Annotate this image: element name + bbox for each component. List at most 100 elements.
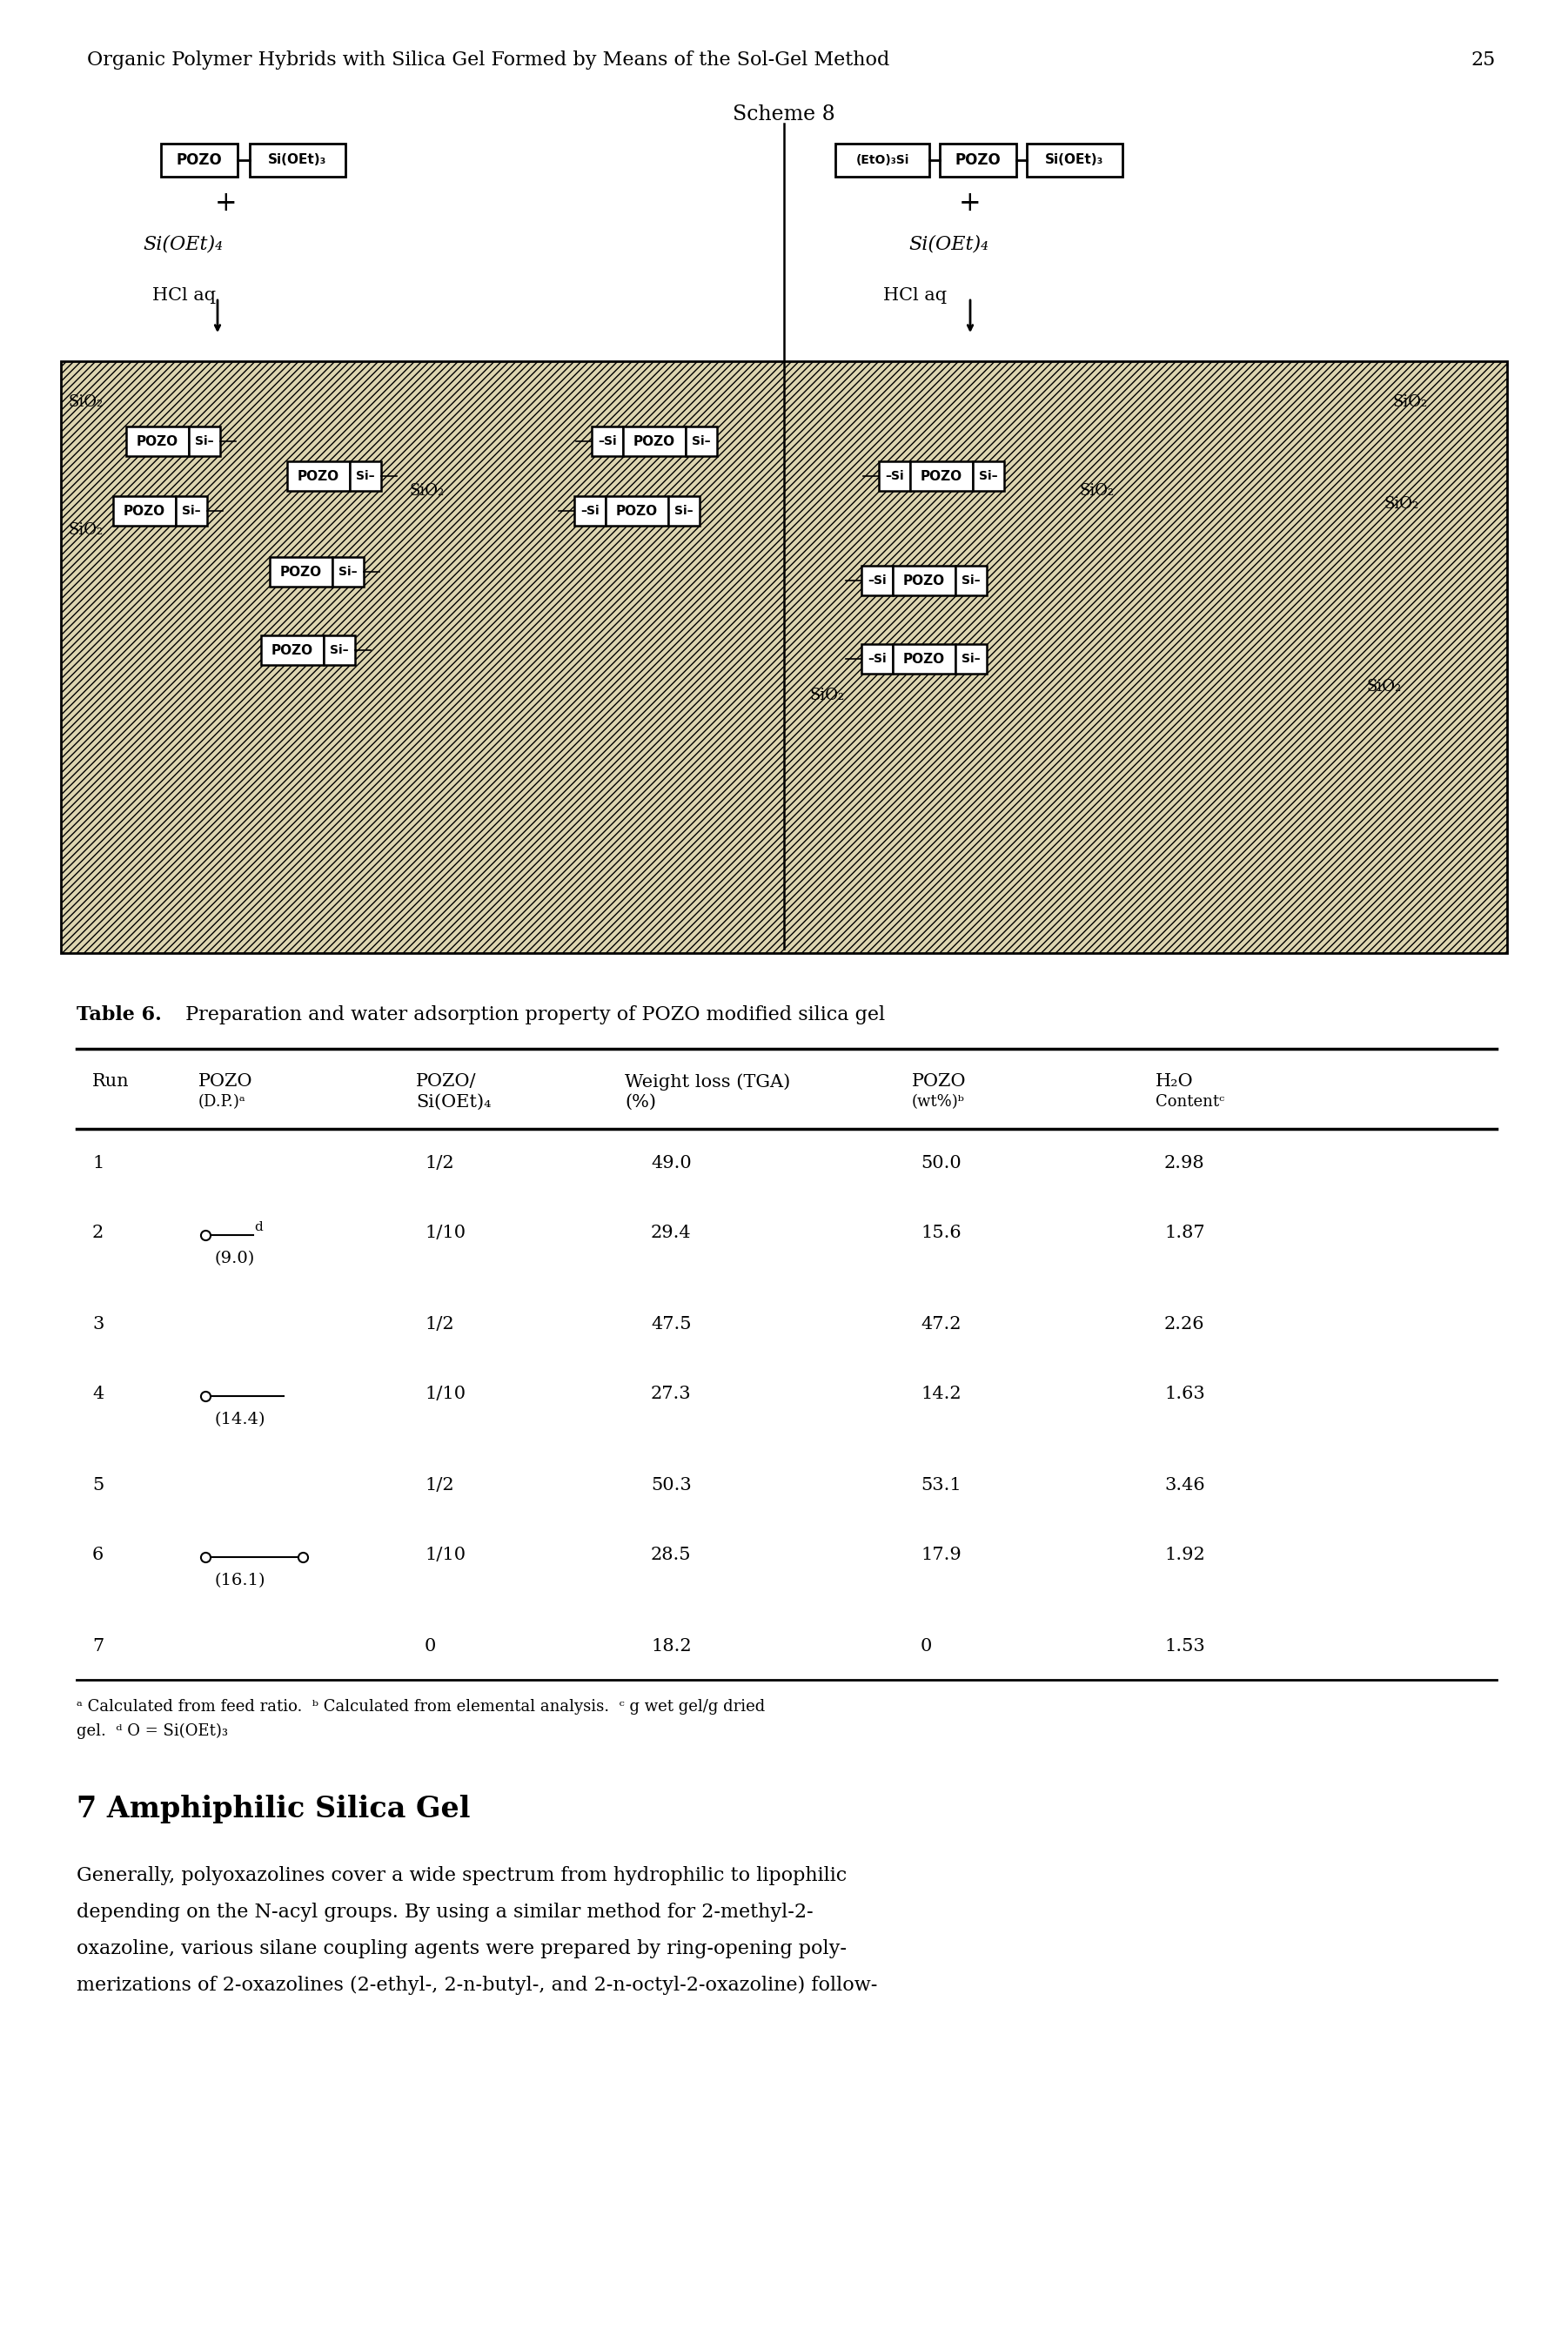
Text: Si–: Si– [978, 470, 997, 482]
Bar [270, 557, 332, 588]
Bar [188, 425, 220, 456]
Bar [622, 425, 685, 456]
Text: 0: 0 [425, 1638, 436, 1654]
Text: Si(OEt)₄: Si(OEt)₄ [143, 235, 223, 254]
Text: +: + [215, 190, 237, 216]
Text: 1/10: 1/10 [425, 1386, 466, 1403]
Text: 6: 6 [93, 1546, 103, 1563]
Text: 7 Amphiphilic Silica Gel: 7 Amphiphilic Silica Gel [77, 1795, 470, 1824]
Text: POZO: POZO [271, 644, 314, 656]
Text: –Si: –Si [867, 653, 886, 665]
Text: 3.46: 3.46 [1165, 1478, 1204, 1495]
Text: Si(OEt)₄: Si(OEt)₄ [908, 235, 988, 254]
Text: SiO₂: SiO₂ [67, 395, 103, 409]
Bar [323, 634, 354, 665]
Text: (%): (%) [624, 1095, 655, 1112]
Text: 53.1: 53.1 [920, 1478, 961, 1495]
Text: 2.98: 2.98 [1165, 1154, 1204, 1173]
Text: 1/10: 1/10 [425, 1546, 466, 1563]
Text: Si–: Si– [691, 435, 710, 446]
Text: Si(OEt)₄: Si(OEt)₄ [416, 1095, 491, 1112]
Text: POZO: POZO [633, 435, 676, 449]
Text: POZO: POZO [903, 573, 946, 588]
Text: SiO₂: SiO₂ [1079, 484, 1113, 498]
Text: POZO: POZO [124, 505, 165, 517]
Text: 2: 2 [93, 1224, 103, 1241]
Text: HCl aq: HCl aq [883, 287, 947, 303]
Bar [972, 461, 1004, 491]
Text: Si(OEt)₃: Si(OEt)₃ [1046, 153, 1104, 167]
Text: Si–: Si– [961, 573, 980, 588]
Text: POZO: POZO [903, 653, 946, 665]
Text: 5: 5 [93, 1478, 103, 1495]
Bar [249, 143, 345, 176]
Text: Si–: Si– [356, 470, 375, 482]
Text: SiO₂: SiO₂ [1383, 496, 1419, 512]
Text: 1.53: 1.53 [1165, 1638, 1204, 1654]
Text: 0: 0 [920, 1638, 933, 1654]
Text: Si–: Si– [674, 505, 693, 517]
Text: Si–: Si– [329, 644, 348, 656]
Text: 1/2: 1/2 [425, 1154, 453, 1173]
Text: 18.2: 18.2 [651, 1638, 691, 1654]
Text: Preparation and water adsorption property of POZO modified silica gel: Preparation and water adsorption propert… [179, 1006, 884, 1025]
Text: –Si: –Si [884, 470, 903, 482]
Text: POZO: POZO [913, 1074, 966, 1090]
Text: POZO: POZO [281, 566, 321, 578]
Text: gel.  ᵈ O = Si(OEt)₃: gel. ᵈ O = Si(OEt)₃ [77, 1723, 227, 1739]
Text: 14.2: 14.2 [920, 1386, 961, 1403]
Text: POZO: POZO [616, 505, 659, 517]
Text: 4: 4 [93, 1386, 103, 1403]
Text: 27.3: 27.3 [651, 1386, 691, 1403]
Text: Si–: Si– [339, 566, 358, 578]
Bar [332, 557, 364, 588]
Text: 3: 3 [93, 1316, 103, 1332]
Text: (wt%)ᵇ: (wt%)ᵇ [913, 1095, 964, 1109]
Text: –Si: –Si [867, 573, 886, 588]
Text: (16.1): (16.1) [215, 1572, 265, 1589]
Text: Si–: Si– [194, 435, 213, 446]
Bar [350, 461, 381, 491]
Text: (14.4): (14.4) [215, 1412, 265, 1426]
Text: 1/2: 1/2 [425, 1316, 453, 1332]
Text: depending on the N-acyl groups. By using a similar method for 2-methyl-2-: depending on the N-acyl groups. By using… [77, 1904, 814, 1922]
Text: merizations of 2-oxazolines (2-ethyl-, 2-n-butyl-, and 2-n-octyl-2-oxazoline) fo: merizations of 2-oxazolines (2-ethyl-, 2… [77, 1976, 878, 1995]
Text: 50.0: 50.0 [920, 1154, 961, 1173]
Bar [892, 644, 955, 674]
Text: SiO₂: SiO₂ [1392, 395, 1427, 409]
Text: Si(OEt)₃: Si(OEt)₃ [268, 153, 326, 167]
Text: (EtO)₃Si: (EtO)₃Si [856, 155, 909, 167]
Bar [162, 143, 237, 176]
Text: (D.P.)ᵃ: (D.P.)ᵃ [199, 1095, 246, 1109]
Text: 1: 1 [93, 1154, 103, 1173]
Text: 1.92: 1.92 [1165, 1546, 1204, 1563]
Text: 1.63: 1.63 [1165, 1386, 1204, 1403]
Text: Si–: Si– [182, 505, 201, 517]
Bar [591, 425, 622, 456]
Text: Weight loss (TGA): Weight loss (TGA) [624, 1074, 790, 1090]
Text: Organic Polymer Hybrids with Silica Gel Formed by Means of the Sol-Gel Method: Organic Polymer Hybrids with Silica Gel … [86, 49, 889, 70]
Text: POZO: POZO [955, 153, 1000, 167]
Text: Generally, polyoxazolines cover a wide spectrum from hydrophilic to lipophilic: Generally, polyoxazolines cover a wide s… [77, 1866, 847, 1885]
Bar [605, 496, 668, 526]
Bar [113, 496, 176, 526]
Bar [909, 461, 972, 491]
Bar [668, 496, 699, 526]
Text: POZO: POZO [298, 470, 339, 482]
Bar [176, 496, 207, 526]
Bar [861, 566, 892, 595]
Text: Si–: Si– [961, 653, 980, 665]
Text: d: d [254, 1222, 262, 1234]
Text: 50.3: 50.3 [651, 1478, 691, 1495]
Bar [939, 143, 1016, 176]
Text: HCl aq: HCl aq [152, 287, 216, 303]
Bar [125, 425, 188, 456]
Text: Run: Run [93, 1074, 129, 1090]
Text: POZO: POZO [920, 470, 963, 482]
Text: POZO/: POZO/ [416, 1074, 477, 1090]
Bar [955, 644, 986, 674]
Text: 47.2: 47.2 [920, 1316, 961, 1332]
Text: H₂O: H₂O [1156, 1074, 1193, 1090]
Bar [955, 566, 986, 595]
Text: oxazoline, various silane coupling agents were prepared by ring-opening poly-: oxazoline, various silane coupling agent… [77, 1939, 847, 1958]
